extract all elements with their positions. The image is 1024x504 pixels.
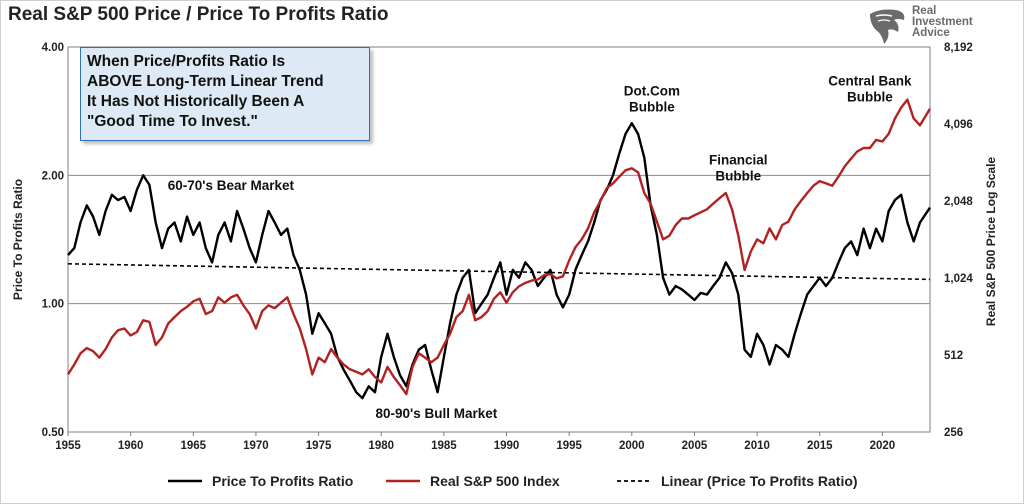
- y-left-tick-label-1: 1.00: [42, 299, 64, 311]
- y-right-tick-label-0: 256: [944, 427, 963, 439]
- x-tick-label-1: 1960: [118, 440, 144, 452]
- y-left-tick-label-2: 2.00: [42, 170, 64, 182]
- series-line-linear-price-to-profits-ratio: [67, 263, 931, 281]
- y-right-axis-title: Real S&P 500 Price Log Scale: [984, 157, 998, 327]
- plot-border: [67, 46, 931, 433]
- chart-title: Real S&P 500 Price / Price To Profits Ra…: [8, 4, 389, 25]
- legend-label-2: Linear (Price To Profits Ratio): [661, 473, 858, 489]
- legend-label-1: Real S&P 500 Index: [430, 473, 560, 489]
- logo-line-2: Investment: [912, 16, 973, 28]
- annotation-4-line-0: Central Bank: [828, 73, 912, 88]
- y-left-axis-title: Price To Profits Ratio: [11, 179, 25, 300]
- annotation-0-line-0: 60-70's Bear Market: [168, 178, 295, 193]
- x-tick-label-6: 1985: [431, 440, 457, 452]
- y-right-tick-label-2: 1,024: [944, 273, 973, 285]
- x-tick-label-5: 1980: [368, 440, 394, 452]
- callout-box: When Price/Profits Ratio Is ABOVE Long-T…: [80, 47, 370, 141]
- annotation-1: 80-90's Bull Market: [375, 406, 497, 421]
- y-left-tick-label-0: 0.50: [42, 427, 64, 439]
- annotation-4-line-1: Bubble: [847, 89, 893, 104]
- x-tick-label-9: 2000: [619, 440, 645, 452]
- x-tick-label-3: 1970: [243, 440, 269, 452]
- y-right-tick-label-4: 4,096: [944, 119, 973, 131]
- annotation-3-line-0: Financial: [709, 152, 768, 167]
- eagle-icon: [870, 9, 905, 44]
- annotation-2-line-1: Bubble: [629, 99, 675, 114]
- annotation-2: Dot.Com Bubble: [624, 83, 680, 114]
- x-tick-label-8: 1995: [556, 440, 582, 452]
- annotation-2-line-0: Dot.Com: [624, 83, 680, 98]
- series-line-price-to-profits-ratio: [67, 122, 931, 400]
- annotation-1-line-0: 80-90's Bull Market: [375, 406, 497, 421]
- logo-line-1: Real: [912, 5, 937, 17]
- y-right-tick-label-3: 2,048: [944, 196, 973, 208]
- logo-line-3: Advice: [912, 27, 950, 39]
- logo: Real Investment Advice: [866, 5, 996, 46]
- x-tick-label-7: 1990: [494, 440, 520, 452]
- x-tick-label-0: 1955: [55, 440, 81, 452]
- y-right-tick-label-1: 512: [944, 350, 963, 362]
- y-left-tick-label-3: 4.00: [42, 42, 64, 54]
- x-tick-label-12: 2015: [807, 440, 833, 452]
- x-tick-label-13: 2020: [870, 440, 896, 452]
- logo-text: Real Investment Advice: [912, 5, 973, 39]
- y-right-tick-label-5: 8,192: [944, 42, 973, 54]
- annotation-3: Financial Bubble: [709, 152, 768, 183]
- x-tick-label-4: 1975: [306, 440, 332, 452]
- x-tick-label-10: 2005: [682, 440, 708, 452]
- legend-label-0: Price To Profits Ratio: [212, 473, 353, 489]
- x-tick-label-2: 1965: [180, 440, 206, 452]
- x-tick-label-11: 2010: [744, 440, 770, 452]
- series-line-real-s-p-500-index: [66, 98, 932, 396]
- annotation-4: Central Bank Bubble: [828, 73, 912, 104]
- annotation-3-line-1: Bubble: [715, 168, 761, 183]
- annotation-0: 60-70's Bear Market: [168, 178, 295, 193]
